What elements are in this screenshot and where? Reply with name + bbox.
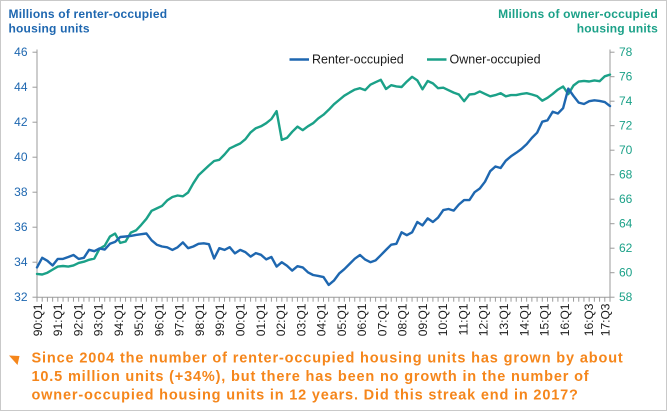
svg-text:97:Q1: 97:Q1 (173, 303, 187, 336)
svg-text:34: 34 (14, 255, 28, 269)
svg-text:05:Q1: 05:Q1 (335, 303, 349, 336)
svg-text:08:Q1: 08:Q1 (396, 303, 410, 336)
svg-text:42: 42 (14, 115, 28, 129)
svg-text:housing units: housing units (577, 22, 658, 36)
svg-text:66: 66 (619, 192, 633, 206)
svg-text:60: 60 (619, 266, 633, 280)
svg-text:00:Q1: 00:Q1 (234, 303, 248, 336)
svg-text:99:Q1: 99:Q1 (213, 303, 227, 336)
svg-text:70: 70 (619, 143, 633, 157)
svg-text:16:Q1: 16:Q1 (558, 303, 572, 336)
svg-text:13:Q1: 13:Q1 (497, 303, 511, 336)
svg-text:07:Q1: 07:Q1 (375, 303, 389, 336)
svg-text:12:Q1: 12:Q1 (477, 303, 491, 336)
svg-text:62: 62 (619, 241, 633, 255)
svg-text:44: 44 (14, 80, 28, 94)
svg-text:06:Q1: 06:Q1 (355, 303, 369, 336)
svg-text:91:Q1: 91:Q1 (51, 303, 65, 336)
svg-text:74: 74 (619, 94, 633, 108)
svg-text:04:Q1: 04:Q1 (315, 303, 329, 336)
svg-text:76: 76 (619, 70, 633, 84)
svg-text:94:Q1: 94:Q1 (112, 303, 126, 336)
svg-text:96:Q1: 96:Q1 (152, 303, 166, 336)
svg-text:32: 32 (14, 290, 28, 304)
svg-text:16:Q3: 16:Q3 (582, 303, 596, 336)
svg-text:Renter-occupied: Renter-occupied (312, 53, 404, 67)
svg-text:14:Q1: 14:Q1 (517, 303, 531, 336)
svg-text:owner-occupied housing units i: owner-occupied housing units in 12 years… (32, 387, 579, 403)
svg-text:90:Q1: 90:Q1 (31, 303, 45, 336)
svg-text:10.5 million units (+34%), but: 10.5 million units (+34%), but there has… (32, 369, 590, 385)
svg-text:38: 38 (14, 185, 28, 199)
svg-text:68: 68 (619, 168, 633, 182)
svg-text:95:Q1: 95:Q1 (132, 303, 146, 336)
svg-text:78: 78 (619, 45, 633, 59)
svg-text:93:Q1: 93:Q1 (92, 303, 106, 336)
svg-text:64: 64 (619, 217, 633, 231)
svg-text:92:Q1: 92:Q1 (71, 303, 85, 336)
svg-text:17:Q3: 17:Q3 (598, 303, 612, 336)
svg-text:98:Q1: 98:Q1 (193, 303, 207, 336)
svg-text:02:Q1: 02:Q1 (274, 303, 288, 336)
svg-text:03:Q1: 03:Q1 (294, 303, 308, 336)
svg-text:09:Q1: 09:Q1 (416, 303, 430, 336)
svg-text:Since 2004 the number of rente: Since 2004 the number of renter-occupied… (32, 351, 624, 367)
svg-text:Owner-occupied: Owner-occupied (450, 53, 541, 67)
svg-text:36: 36 (14, 220, 28, 234)
svg-text:10:Q1: 10:Q1 (436, 303, 450, 336)
svg-text:Millions of renter-occupied: Millions of renter-occupied (9, 7, 168, 21)
svg-text:40: 40 (14, 150, 28, 164)
svg-text:Millions of owner-occupied: Millions of owner-occupied (498, 7, 658, 21)
svg-text:11:Q1: 11:Q1 (456, 303, 470, 335)
svg-text:58: 58 (619, 290, 633, 304)
svg-text:72: 72 (619, 119, 633, 133)
svg-text:housing units: housing units (9, 22, 90, 36)
svg-text:46: 46 (14, 45, 28, 59)
svg-text:15:Q1: 15:Q1 (538, 303, 552, 336)
svg-text:01:Q1: 01:Q1 (254, 303, 268, 336)
